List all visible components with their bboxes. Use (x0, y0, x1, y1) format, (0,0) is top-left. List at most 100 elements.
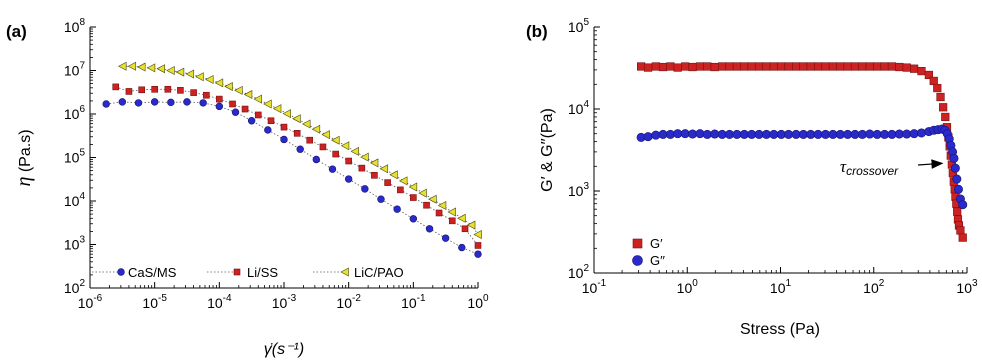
data-point (282, 109, 291, 119)
data-point (389, 170, 398, 180)
data-point (177, 87, 184, 94)
data-point (939, 103, 948, 112)
data-point (952, 174, 962, 184)
data-point (125, 88, 133, 95)
data-point (828, 62, 838, 71)
data-point (732, 62, 742, 71)
data-point (437, 200, 447, 210)
x-tick-label: 10-1 (582, 278, 607, 296)
data-point (410, 194, 417, 201)
y-axis-label: η (Pa.s) (13, 129, 35, 186)
legend-marker (632, 255, 643, 266)
data-point (681, 62, 690, 71)
data-point (895, 62, 904, 72)
y-tick-label: 102 (568, 263, 590, 281)
panel-b: 10-1 100 101 102 103 102 103 104 105 (b) G′ & G′′(… (526, 17, 978, 338)
data-point (956, 226, 965, 235)
data-point (949, 153, 959, 163)
x-tick-label: 10-3 (272, 293, 297, 311)
data-point (137, 62, 146, 72)
y-tick-label: 103 (64, 235, 86, 253)
y-tick-label: 105 (568, 17, 590, 35)
data-point (312, 155, 321, 164)
annotation-label: τcrossover (840, 157, 899, 178)
data-point (813, 62, 823, 71)
data-point (234, 85, 243, 95)
legend-label: G′ (650, 236, 663, 251)
legend-marker (117, 268, 125, 276)
data-point (118, 98, 127, 106)
data-point (843, 62, 852, 71)
y-tick-label: 104 (568, 99, 590, 117)
data-point (166, 66, 175, 75)
data-point (358, 164, 366, 172)
x-tick-label: 10-5 (142, 293, 167, 311)
data-point (902, 63, 911, 72)
data-point (461, 225, 469, 233)
data-point (936, 92, 945, 102)
data-point (466, 220, 476, 230)
x-tick-label: 100 (467, 293, 489, 311)
data-point (457, 213, 466, 223)
data-point (350, 146, 359, 156)
series-line (115, 86, 479, 246)
x-axis-label: Stress (Pa) (740, 321, 820, 338)
data-point (953, 207, 962, 216)
x-tick-label: 100 (677, 278, 699, 296)
x-tick-label: 10-2 (336, 293, 361, 311)
legend-marker (632, 238, 643, 249)
data-point (264, 126, 272, 134)
data-point (397, 186, 404, 194)
data-point (393, 205, 401, 213)
series-licpao (118, 61, 482, 239)
data-point (836, 62, 845, 71)
data-point (950, 163, 960, 173)
data-point (369, 158, 379, 168)
data-point (146, 63, 156, 73)
data-point (280, 135, 288, 144)
data-point (321, 130, 330, 140)
data-point (183, 98, 191, 106)
data-point (360, 152, 369, 162)
series-g (636, 124, 968, 210)
data-point (156, 64, 165, 74)
data-point (195, 72, 204, 82)
data-point (651, 62, 660, 71)
data-point (754, 62, 764, 71)
x-axis-label: γ̇(s⁻¹) (264, 341, 304, 358)
data-point (447, 207, 456, 217)
data-point (747, 62, 756, 71)
data-point (474, 242, 482, 249)
legend: CaS/MS Li/SS LiC/PAO (92, 265, 404, 280)
data-point (379, 164, 389, 174)
data-point (806, 62, 815, 71)
data-point (418, 188, 427, 198)
data-point (293, 130, 301, 137)
data-point (377, 195, 385, 203)
data-point (762, 62, 771, 71)
x-tick-label: 10-1 (401, 293, 426, 311)
data-point (448, 217, 456, 225)
x-tick-label: 10-6 (78, 293, 103, 311)
data-point (792, 62, 801, 71)
data-point (371, 171, 378, 179)
data-point (267, 117, 275, 125)
data-point (134, 99, 143, 107)
data-point (917, 66, 926, 76)
panel-label: (b) (526, 22, 548, 41)
legend: G′ G′′ (632, 236, 666, 268)
x-tick-label: 101 (770, 278, 792, 296)
data-point (398, 176, 408, 186)
y-tick-label: 107 (64, 61, 86, 79)
data-point (916, 128, 926, 138)
data-point (643, 63, 653, 72)
data-point (725, 62, 734, 71)
data-point (215, 102, 224, 111)
data-point (441, 234, 450, 242)
panel-label: (a) (6, 22, 27, 41)
data-point (241, 105, 249, 113)
data-point (118, 61, 127, 71)
x-tick-label: 102 (863, 278, 885, 296)
data-point (272, 104, 282, 114)
